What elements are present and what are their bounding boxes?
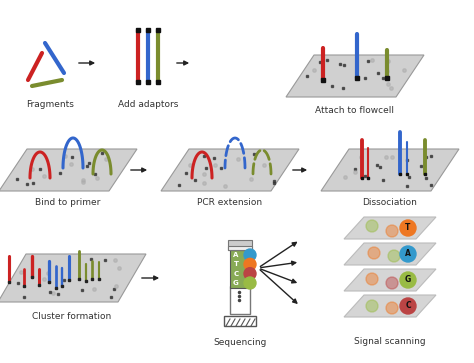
Text: T: T: [405, 224, 410, 232]
Bar: [230, 250, 250, 288]
Circle shape: [400, 298, 416, 314]
Polygon shape: [344, 217, 436, 239]
Bar: [228, 246, 252, 250]
Circle shape: [400, 272, 416, 288]
Text: C: C: [233, 271, 238, 277]
Text: C: C: [405, 302, 411, 310]
Text: Cluster formation: Cluster formation: [32, 312, 111, 321]
Bar: [224, 316, 256, 326]
Text: A: A: [405, 249, 411, 258]
Circle shape: [368, 247, 380, 259]
Text: Dissociation: Dissociation: [363, 198, 418, 207]
Polygon shape: [0, 254, 146, 302]
Text: Attach to flowcell: Attach to flowcell: [316, 106, 394, 115]
Text: Fragments: Fragments: [26, 100, 74, 109]
Bar: [230, 286, 250, 314]
Circle shape: [386, 225, 398, 237]
Text: Sequencing: Sequencing: [213, 338, 267, 347]
Circle shape: [366, 300, 378, 312]
Circle shape: [366, 273, 378, 285]
Polygon shape: [0, 149, 137, 191]
Circle shape: [244, 249, 256, 261]
Polygon shape: [344, 295, 436, 317]
Polygon shape: [161, 149, 299, 191]
Text: Signal scanning: Signal scanning: [354, 337, 426, 346]
Polygon shape: [344, 269, 436, 291]
Circle shape: [388, 250, 400, 262]
Circle shape: [244, 268, 256, 280]
Circle shape: [400, 246, 416, 262]
Circle shape: [244, 258, 256, 270]
Text: T: T: [234, 261, 238, 267]
Circle shape: [244, 277, 256, 289]
Circle shape: [400, 220, 416, 236]
Text: G: G: [233, 280, 239, 286]
Text: G: G: [405, 276, 411, 285]
Text: Bind to primer: Bind to primer: [35, 198, 100, 207]
Circle shape: [366, 220, 378, 232]
Polygon shape: [286, 55, 424, 97]
Polygon shape: [321, 149, 459, 191]
Text: Add adaptors: Add adaptors: [118, 100, 178, 109]
Polygon shape: [344, 243, 436, 265]
Bar: [228, 240, 252, 250]
Text: A: A: [233, 252, 239, 258]
Circle shape: [386, 302, 398, 314]
Text: PCR extension: PCR extension: [198, 198, 263, 207]
Circle shape: [386, 277, 398, 289]
